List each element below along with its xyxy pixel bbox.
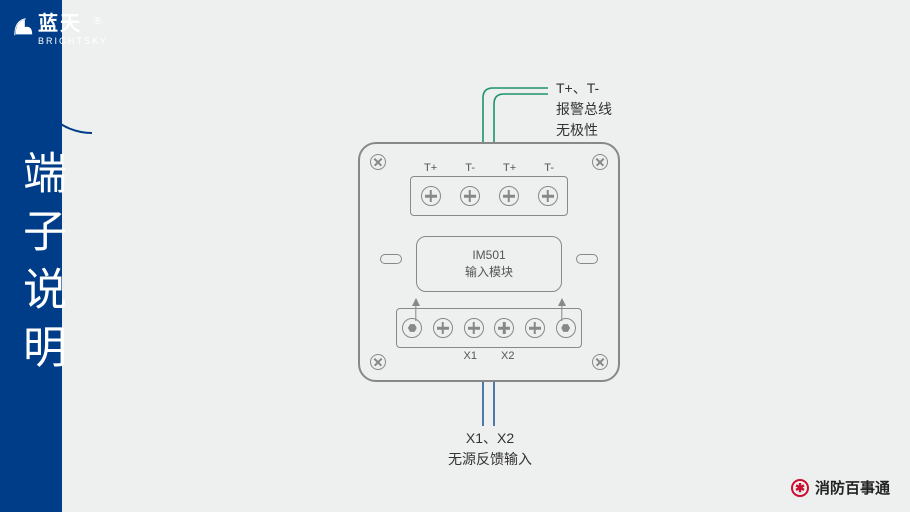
indicator-led-icon bbox=[576, 254, 598, 264]
annotation-bottom-l1: X1、X2 bbox=[440, 428, 540, 449]
annotation-top: T+、T- 报警总线 无极性 bbox=[556, 78, 612, 141]
terminal-screw-icon bbox=[464, 318, 484, 338]
bottom-terminal-labels: X1 X2 bbox=[396, 350, 582, 362]
terminal-hex-icon bbox=[556, 318, 576, 338]
corner-screw-icon bbox=[370, 354, 386, 370]
diagram-stage: T+、T- 报警总线 无极性 T+ T- T+ T- IM501 输入模块 bbox=[310, 60, 790, 480]
bottom-terminal-strip bbox=[396, 308, 582, 348]
terminal-group-label: X2 bbox=[501, 350, 514, 362]
indicator-led-icon bbox=[380, 254, 402, 264]
watermark-text: 消防百事通 bbox=[815, 477, 890, 498]
corner-screw-icon bbox=[592, 154, 608, 170]
terminal-screw-icon bbox=[421, 186, 441, 206]
terminal-screw-icon bbox=[499, 186, 519, 206]
corner-screw-icon bbox=[370, 154, 386, 170]
annotation-bottom: X1、X2 无源反馈输入 bbox=[440, 428, 540, 470]
brand-block: 蓝天 BRIGHTSKY ® bbox=[12, 14, 108, 46]
brand-logo-icon bbox=[12, 16, 34, 38]
annotation-top-l3: 无极性 bbox=[556, 120, 612, 141]
terminal-screw-icon bbox=[433, 318, 453, 338]
annotation-bottom-l2: 无源反馈输入 bbox=[440, 449, 540, 470]
terminal-hex-icon bbox=[402, 318, 422, 338]
terminal-label: T- bbox=[544, 162, 554, 174]
watermark: ✱ 消防百事通 bbox=[791, 477, 890, 498]
watermark-icon: ✱ bbox=[791, 479, 809, 497]
module-subtitle: 输入模块 bbox=[417, 264, 561, 281]
terminal-label: T+ bbox=[424, 162, 437, 174]
terminal-label: T- bbox=[465, 162, 475, 174]
brand-en: BRIGHTSKY bbox=[38, 36, 108, 46]
annotation-top-l1: T+、T- bbox=[556, 78, 612, 99]
wire-bottom bbox=[310, 380, 790, 450]
top-terminal-strip bbox=[410, 176, 568, 216]
terminal-screw-icon bbox=[525, 318, 545, 338]
terminal-screw-icon bbox=[538, 186, 558, 206]
inner-arrow-icon bbox=[558, 298, 566, 306]
terminal-screw-icon bbox=[460, 186, 480, 206]
annotation-top-l2: 报警总线 bbox=[556, 99, 612, 120]
terminal-screw-icon bbox=[494, 318, 514, 338]
module-body: T+ T- T+ T- IM501 输入模块 bbox=[358, 142, 620, 382]
terminal-label: T+ bbox=[503, 162, 516, 174]
module-display: IM501 输入模块 bbox=[416, 236, 562, 292]
brand-registered: ® bbox=[94, 16, 101, 27]
inner-arrow-icon bbox=[412, 298, 420, 306]
page-title-vertical: 端子说明 bbox=[8, 150, 72, 382]
terminal-group-label: X1 bbox=[464, 350, 477, 362]
corner-screw-icon bbox=[592, 354, 608, 370]
top-terminal-labels: T+ T- T+ T- bbox=[410, 162, 568, 174]
module-model: IM501 bbox=[417, 247, 561, 264]
